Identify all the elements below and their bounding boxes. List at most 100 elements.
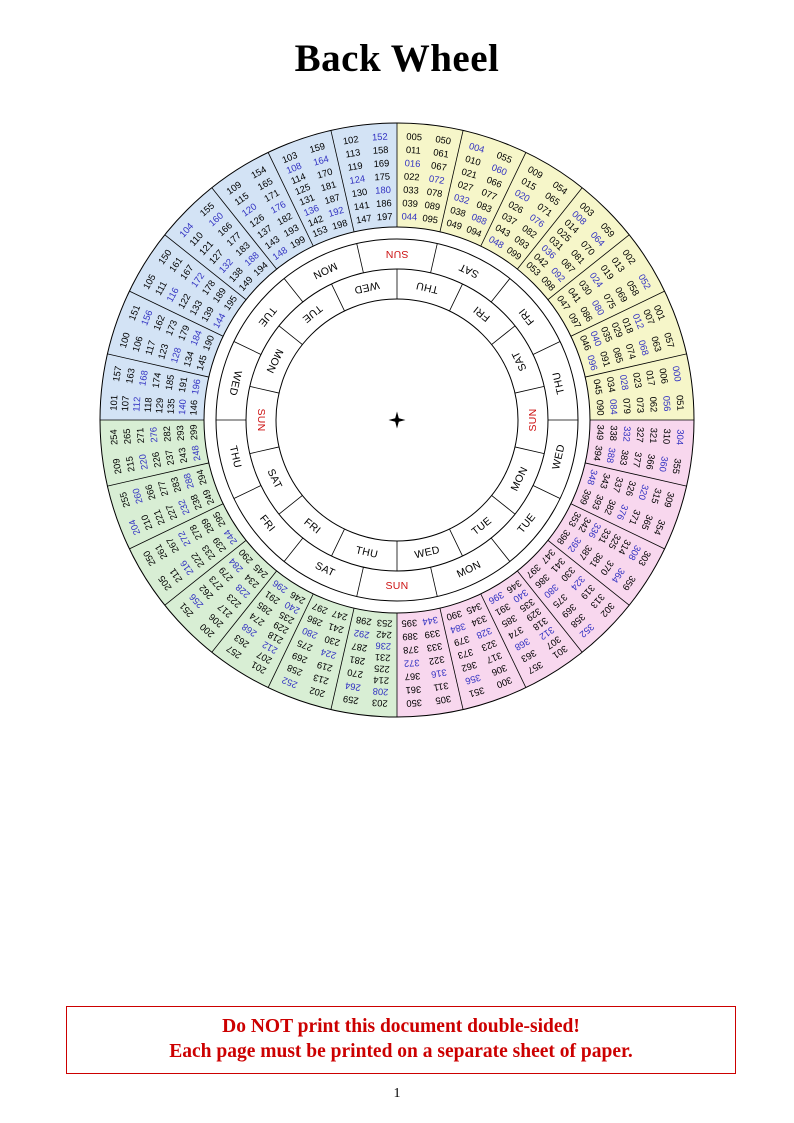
year-number: 186 [376, 197, 392, 209]
year-number: 202 [308, 685, 326, 700]
day-label: WED [550, 443, 567, 471]
warning-line-2: Each page must be printed on a separate … [169, 1041, 633, 1062]
year-number: 390 [445, 608, 463, 623]
day-cell-divider [278, 495, 303, 515]
year-number: 103 [280, 149, 299, 165]
year-number: 383 [618, 449, 631, 466]
day-cell-divider [249, 446, 280, 454]
sector-divider [439, 130, 464, 232]
year-number: 027 [457, 178, 475, 193]
year-number: 382 [602, 498, 618, 517]
year-number: 309 [662, 491, 677, 509]
day-cell-divider [283, 278, 304, 303]
year-number: 198 [331, 217, 349, 232]
year-number: 181 [319, 178, 337, 193]
sector-divider [164, 540, 247, 606]
year-number: 297 [310, 601, 329, 617]
year-number: 005 [406, 131, 422, 143]
year-number: 208 [372, 686, 388, 698]
year-number: 012 [631, 312, 647, 331]
year-number: 038 [449, 204, 467, 219]
year-number: 215 [123, 456, 136, 473]
year-number: 117 [143, 339, 158, 356]
year-number: 283 [168, 476, 183, 494]
sector-divider [129, 290, 224, 337]
year-number: 365 [639, 513, 655, 532]
year-number: 224 [319, 647, 337, 662]
back-wheel-diagram: 0050110160220330390440500610670720780890… [99, 122, 695, 718]
day-label: MON [455, 559, 483, 581]
day-label: MON [311, 260, 339, 282]
year-number: 276 [147, 427, 159, 443]
year-number: 275 [295, 638, 314, 654]
year-number: 249 [200, 488, 216, 507]
year-number: 129 [153, 397, 165, 413]
sector-divider [211, 187, 277, 270]
year-number: 232 [175, 498, 191, 517]
year-number: 230 [323, 634, 341, 649]
day-label: FRI [517, 306, 537, 327]
year-number: 333 [426, 641, 443, 654]
day-label: SAT [265, 467, 285, 491]
day-cell-divider [278, 325, 303, 345]
day-label: MON [509, 465, 531, 493]
year-number: 107 [119, 395, 131, 411]
year-number: 000 [670, 365, 683, 382]
year-number: 128 [168, 346, 183, 364]
year-number: 067 [430, 159, 447, 172]
year-number: 146 [187, 400, 199, 416]
year-number: 210 [138, 513, 154, 532]
year-number: 156 [138, 308, 154, 327]
year-number: 063 [649, 335, 664, 353]
year-number: 180 [375, 184, 391, 196]
page-number: 1 [393, 1086, 401, 1101]
year-number: 124 [349, 173, 366, 186]
year-number: 264 [344, 680, 361, 693]
year-number: 045 [592, 378, 605, 395]
year-number: 079 [621, 398, 633, 414]
year-number: 029 [610, 320, 626, 339]
year-number: 231 [374, 652, 390, 664]
year-number: 238 [188, 493, 204, 512]
year-number: 350 [406, 698, 422, 710]
year-number: 316 [430, 667, 447, 680]
day-label: WED [226, 369, 243, 397]
year-number: 018 [620, 316, 636, 335]
year-number: 162 [151, 313, 167, 332]
warning-box: Do NOT print this document double-sided!… [66, 1006, 736, 1074]
year-number: 332 [621, 426, 633, 442]
day-cell-divider [490, 537, 511, 562]
year-number: 237 [163, 449, 176, 466]
year-number: 320 [636, 483, 651, 501]
year-number: 269 [290, 650, 309, 666]
year-number: 393 [590, 493, 606, 512]
year-number: 068 [636, 339, 651, 357]
year-number: 266 [143, 483, 158, 501]
year-number: 108 [284, 160, 303, 176]
year-number: 372 [404, 658, 420, 670]
year-number: 286 [305, 613, 324, 629]
year-number: 282 [161, 426, 173, 442]
year-number: 001 [652, 303, 668, 322]
year-number: 334 [470, 613, 489, 629]
year-number: 072 [428, 173, 445, 186]
year-number: 184 [188, 328, 204, 347]
year-number: 049 [445, 217, 463, 232]
year-number: 247 [331, 608, 349, 623]
year-number: 378 [403, 644, 419, 656]
sector-divider [480, 152, 527, 247]
year-number: 191 [176, 376, 189, 393]
year-number: 253 [377, 618, 393, 630]
year-number: 326 [624, 480, 639, 498]
year-number: 089 [424, 199, 441, 212]
year-number: 260 [130, 487, 145, 505]
year-number: 277 [155, 480, 170, 498]
day-label: TUE [300, 302, 325, 325]
year-number: 040 [588, 329, 604, 348]
sector-divider [547, 234, 630, 300]
year-number: 084 [608, 399, 620, 415]
sector-divider [517, 187, 583, 270]
year-number: 287 [351, 641, 368, 654]
year-number: 227 [163, 503, 179, 522]
year-number: 050 [435, 133, 452, 146]
